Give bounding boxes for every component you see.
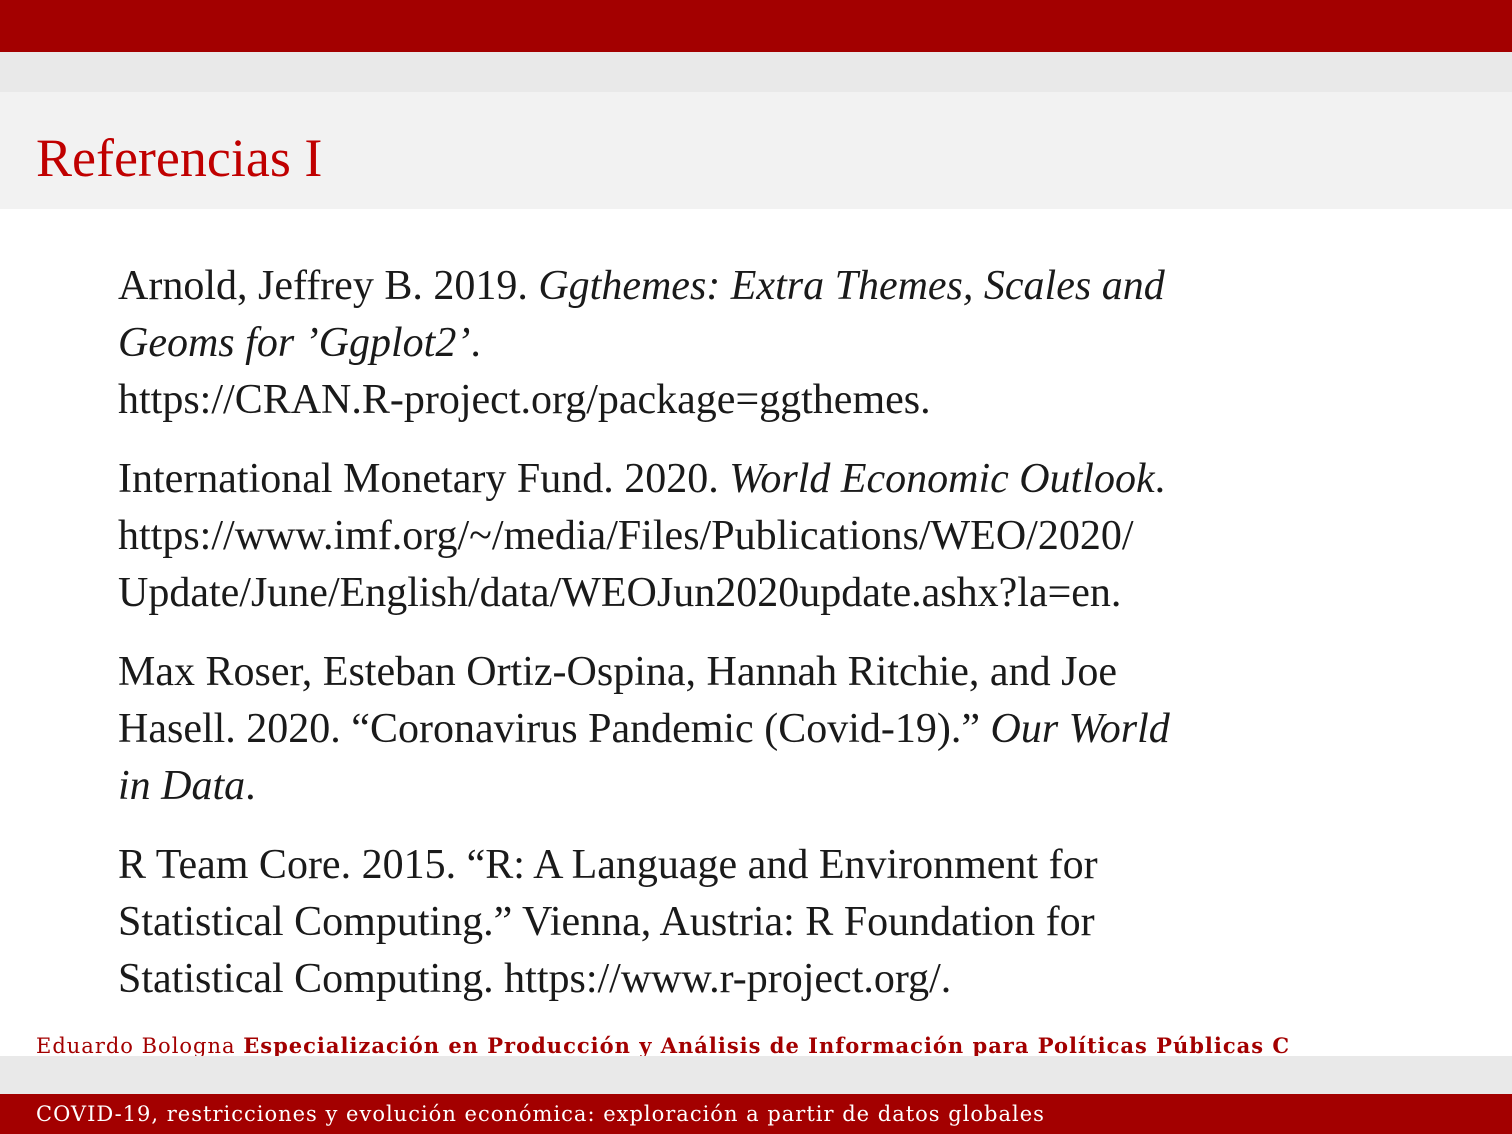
reference-italic-text: in Data <box>118 763 246 809</box>
reference-item: R Team Core. 2015. “R: A Language and En… <box>118 837 1378 1008</box>
reference-text: . <box>470 320 481 366</box>
reference-item: Max Roser, Esteban Ortiz-Ospina, Hannah … <box>118 644 1378 815</box>
reference-line: Geoms for ’Ggplot2’. <box>118 315 1378 372</box>
reference-line: International Monetary Fund. 2020. World… <box>118 451 1378 508</box>
footer-program: Especialización en Producción y Análisis… <box>243 1033 1291 1058</box>
reference-line: https://www.imf.org/~/media/Files/Public… <box>118 508 1378 565</box>
reference-text: Statistical Computing. https://www.r-pro… <box>118 956 952 1002</box>
reference-text: https://www.imf.org/~/media/Files/Public… <box>118 513 1134 559</box>
reference-text: Statistical Computing.” Vienna, Austria:… <box>118 899 1095 945</box>
footer-author: Eduardo Bologna <box>36 1034 236 1058</box>
reference-italic-text: Ggthemes: Extra Themes, Scales and <box>538 263 1165 309</box>
title-band <box>0 92 1512 209</box>
slide-title: Referencias I <box>36 128 323 188</box>
reference-line: Hasell. 2020. “Coronavirus Pandemic (Cov… <box>118 701 1378 758</box>
reference-italic-text: World Economic Outlook <box>729 456 1155 502</box>
reference-italic-text: Geoms for ’Ggplot2’ <box>118 320 471 366</box>
reference-text: Update/June/English/data/WEOJun2020updat… <box>118 570 1122 616</box>
reference-text: . <box>1154 456 1166 502</box>
reference-text: Hasell. 2020. “Coronavirus Pandemic (Cov… <box>118 706 991 752</box>
reference-text: International Monetary Fund. 2020. <box>118 456 730 502</box>
bottom-bar <box>0 1094 1512 1134</box>
reference-item: International Monetary Fund. 2020. World… <box>118 451 1378 622</box>
reference-line: in Data. <box>118 758 1378 815</box>
reference-line: Statistical Computing.” Vienna, Austria:… <box>118 894 1378 951</box>
reference-line: R Team Core. 2015. “R: A Language and En… <box>118 837 1378 894</box>
reference-item: Arnold, Jeffrey B. 2019. Ggthemes: Extra… <box>118 258 1378 429</box>
reference-list: Arnold, Jeffrey B. 2019. Ggthemes: Extra… <box>118 258 1378 1030</box>
reference-text: . <box>245 763 256 809</box>
reference-line: Arnold, Jeffrey B. 2019. Ggthemes: Extra… <box>118 258 1378 315</box>
reference-line: Max Roser, Esteban Ortiz-Ospina, Hannah … <box>118 644 1378 701</box>
reference-line: Update/June/English/data/WEOJun2020updat… <box>118 565 1378 622</box>
reference-text: https://CRAN.R-project.org/package=ggthe… <box>118 377 931 423</box>
reference-line: Statistical Computing. https://www.r-pro… <box>118 951 1378 1008</box>
footer-subtitle: COVID-19, restricciones y evolución econ… <box>36 1102 1045 1126</box>
reference-italic-text: Our World <box>990 706 1170 752</box>
reference-text: R Team Core. 2015. “R: A Language and En… <box>118 842 1098 888</box>
reference-text: Max Roser, Esteban Ortiz-Ospina, Hannah … <box>118 649 1118 695</box>
footer-author-line: Eduardo Bologna Especialización en Produ… <box>36 1030 1512 1062</box>
top-bar <box>0 0 1512 52</box>
bottom-band <box>0 1056 1512 1094</box>
top-band <box>0 52 1512 92</box>
reference-line: https://CRAN.R-project.org/package=ggthe… <box>118 372 1378 429</box>
reference-text: Arnold, Jeffrey B. 2019. <box>118 263 539 309</box>
